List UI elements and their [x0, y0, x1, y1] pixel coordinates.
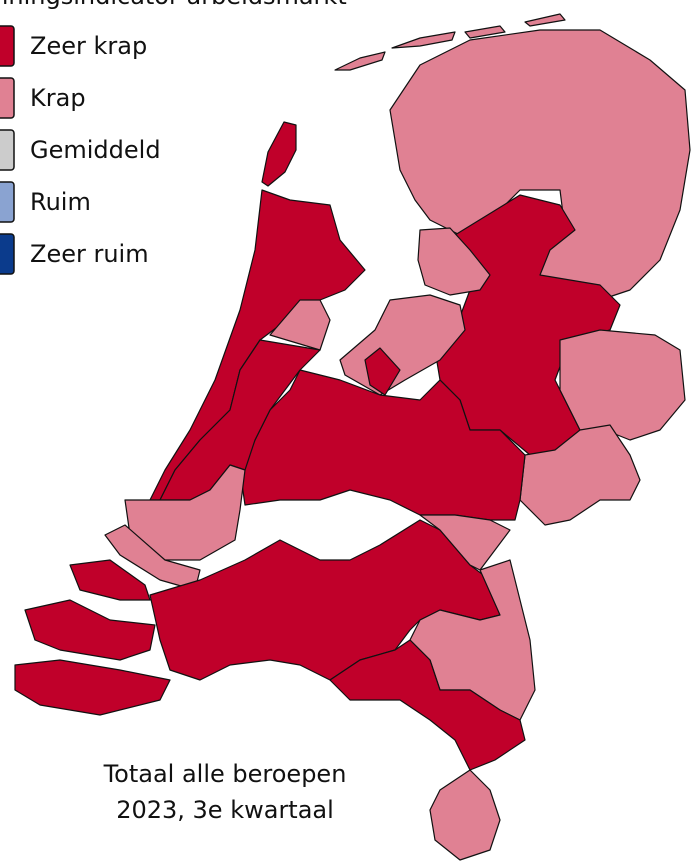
legend-swatch [0, 129, 15, 171]
legend-label: Zeer krap [30, 32, 147, 60]
region [334, 51, 386, 71]
region [104, 524, 201, 591]
legend-swatch [0, 233, 15, 275]
region [69, 559, 151, 601]
region [261, 121, 297, 187]
legend: Zeer krap Krap Gemiddeld Ruim Zeer ruim [0, 25, 161, 275]
region [519, 424, 641, 526]
legend-swatch [0, 181, 15, 223]
region [417, 227, 491, 296]
region [429, 769, 501, 861]
region [329, 639, 526, 771]
region [464, 25, 506, 39]
legend-label: Zeer ruim [30, 240, 149, 268]
legend-label: Krap [30, 84, 86, 112]
region [24, 599, 156, 661]
region [391, 31, 456, 49]
legend-label: Gemiddeld [30, 136, 161, 164]
regions [14, 13, 691, 861]
region [14, 659, 171, 716]
caption: 2023, 3e kwartaal [116, 796, 334, 824]
legend-label: Ruim [30, 188, 91, 216]
caption: Totaal alle beroepen [103, 760, 347, 788]
region [559, 329, 686, 441]
region [419, 514, 511, 571]
legend-swatch [0, 25, 15, 67]
map-title: Spanningsindicator arbeidsmarkt [0, 0, 347, 10]
region [364, 347, 401, 396]
region [524, 13, 566, 27]
legend-swatch [0, 77, 15, 119]
region [269, 299, 331, 351]
